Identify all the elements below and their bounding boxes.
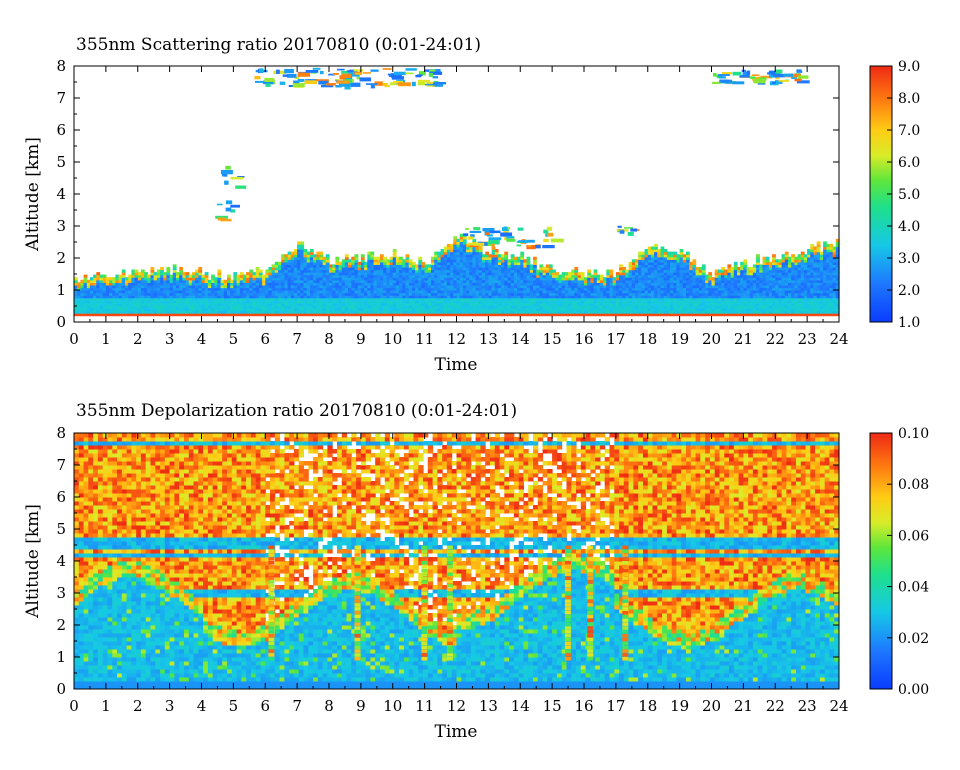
heatmap-cell	[326, 254, 330, 257]
heatmap-cell	[259, 270, 263, 273]
heatmap-cell	[495, 249, 499, 252]
heatmap-cell	[300, 241, 304, 244]
heatmap-cell	[587, 270, 591, 273]
heatmap-cell	[527, 257, 531, 260]
heatmap-cell	[574, 267, 578, 270]
heatmap-cell	[370, 252, 374, 255]
heatmap-cell	[227, 275, 231, 278]
heatmap-cell	[166, 267, 170, 270]
heatmap-cell	[393, 249, 397, 252]
heatmap-cell	[520, 252, 524, 255]
heatmap-cell	[310, 249, 314, 252]
heatmap-cell	[406, 254, 410, 257]
heatmap-cell	[335, 257, 339, 260]
heatmap-cell	[84, 275, 88, 278]
heatmap-cell	[160, 267, 164, 270]
heatmap-cell	[122, 270, 126, 273]
scattering-title: 355nm Scattering ratio 20170810 (0:01-24…	[76, 35, 481, 55]
heatmap-cell	[581, 272, 585, 275]
heatmap-cell	[74, 277, 78, 280]
heatmap-cell	[594, 270, 598, 273]
lidar-figure: 355nm Scattering ratio 20170810 (0:01-24…	[0, 0, 960, 770]
heatmap-cell	[205, 272, 209, 275]
heatmap-cell	[610, 270, 614, 273]
heatmap-cell	[533, 257, 537, 260]
heatmap-cell	[418, 257, 422, 260]
heatmap-cell	[173, 264, 177, 267]
heatmap-cell	[179, 267, 183, 270]
heatmap-cell	[549, 264, 553, 267]
heatmap-cell	[198, 267, 202, 270]
heatmap-cell	[504, 252, 508, 255]
heatmap-cell	[355, 254, 359, 257]
heatmap-cell	[345, 254, 349, 257]
scattering-ratio-panel: 355nm Scattering ratio 20170810 (0:01-24…	[23, 35, 920, 375]
heatmap-cell	[151, 267, 155, 270]
heatmap-cell	[217, 270, 221, 273]
heatmap-cell	[361, 254, 365, 257]
scattering-heatmap	[74, 68, 840, 316]
heatmap-cell	[319, 252, 323, 255]
